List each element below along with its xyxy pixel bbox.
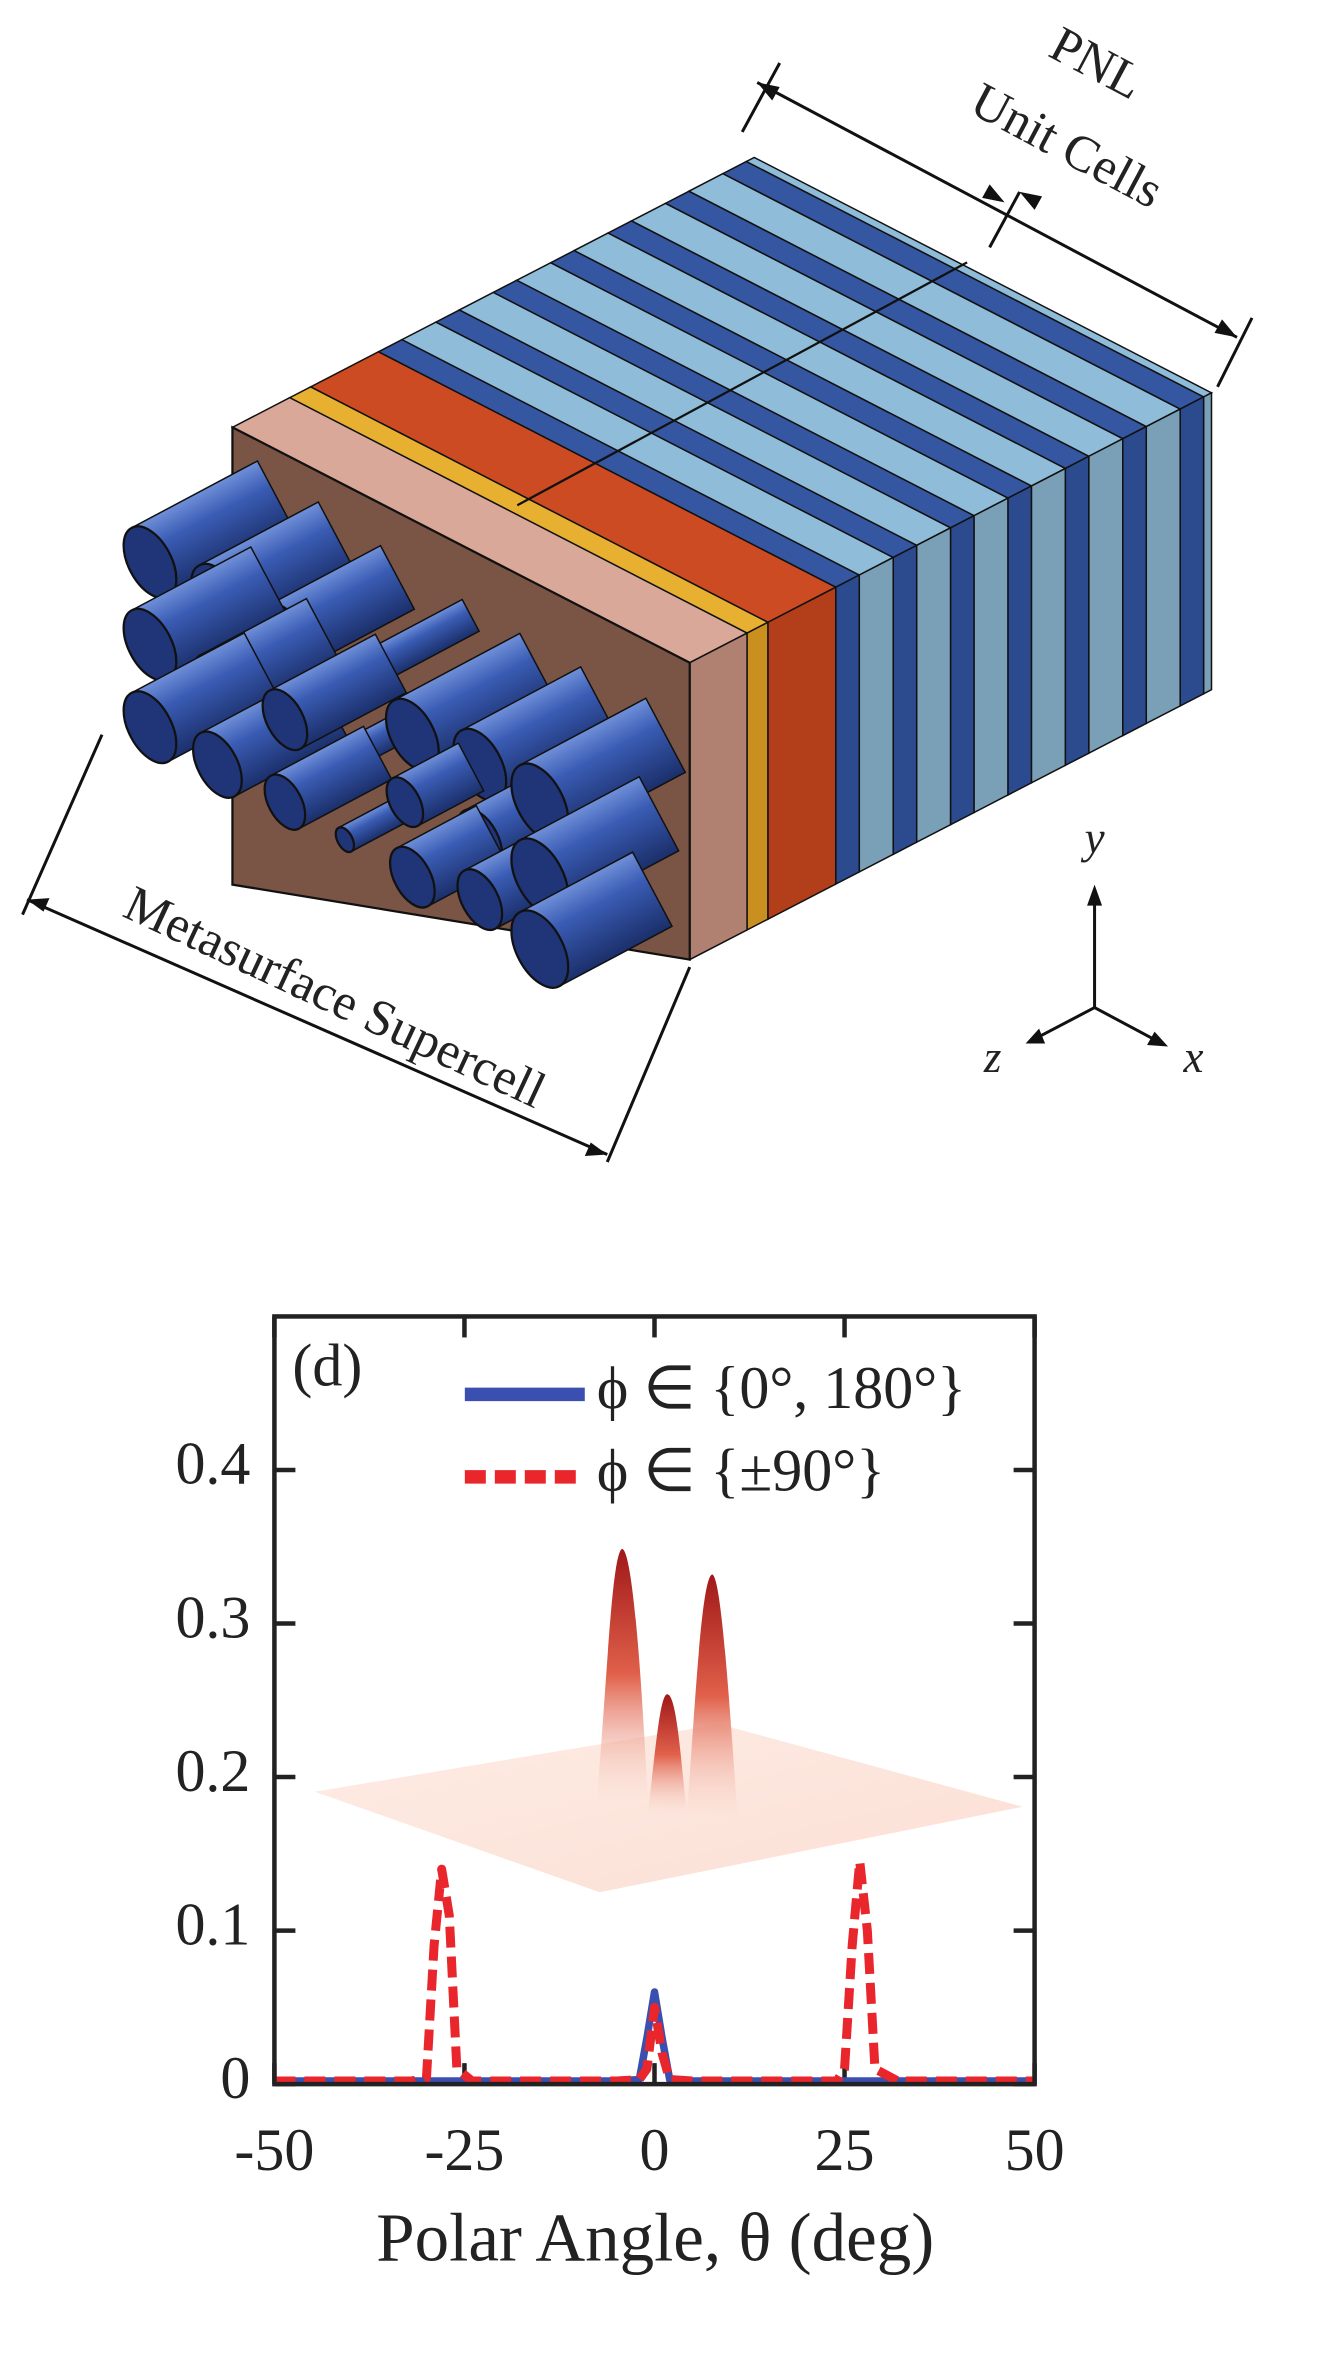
layer-side [1007, 484, 1033, 797]
diagram [122, 156, 1214, 989]
layer-side [1202, 391, 1213, 695]
cell-divider [516, 261, 968, 507]
cylinder-end [263, 773, 307, 831]
layer-side [1064, 455, 1090, 767]
layer-side [858, 556, 894, 874]
series-line [274, 1988, 1035, 2085]
axis-name: y [1081, 813, 1105, 863]
dimension-lines [21, 62, 1254, 1163]
cylinder-end [192, 730, 243, 799]
layer-side [835, 573, 861, 886]
cylinder-end [334, 826, 356, 854]
axis-name: z [983, 1032, 1002, 1082]
layer-side [915, 526, 952, 844]
series-line [274, 1856, 1035, 2086]
legend-label: ϕ ∈ {±90°} [597, 1438, 885, 1504]
legend-label: ϕ ∈ {0°, 180°} [597, 1355, 966, 1421]
y-tick-label: 0.3 [175, 1584, 250, 1650]
cylinder [510, 851, 674, 989]
layer-side [892, 544, 918, 856]
x-tick-label: 0 [640, 2117, 670, 2183]
x-tick-label: -25 [424, 2117, 504, 2183]
x-axis-label: Polar Angle, θ (deg) [376, 2199, 934, 2275]
cylinder-end [388, 845, 436, 909]
x-tick-label: -50 [234, 2117, 314, 2183]
layer-side [949, 514, 975, 826]
cylinder [385, 742, 485, 829]
cylinder-end [456, 868, 504, 932]
cylinder-end [122, 690, 178, 765]
y-tick-label: 0.1 [175, 1891, 250, 1957]
cylinder [388, 804, 509, 909]
x-tick-label: 25 [815, 2117, 875, 2183]
y-tick-label: 0.2 [175, 1738, 250, 1804]
plot-frame [272, 1314, 1037, 2087]
cylinder-end [385, 776, 425, 829]
layer-side [767, 585, 837, 921]
cylinder [122, 631, 282, 765]
layer-side [1030, 467, 1067, 785]
axis-name: x [1183, 1032, 1204, 1082]
layer-side [688, 631, 748, 961]
y-tick-label: 0.4 [175, 1431, 250, 1497]
layer-side [1179, 395, 1205, 708]
cylinder [122, 459, 296, 600]
layer-side [1088, 437, 1124, 755]
cylinder-end [510, 909, 570, 989]
y-tick-label: 0 [220, 2045, 250, 2111]
layer-side [1145, 407, 1181, 725]
axis-arrowheads [27, 82, 1238, 1157]
panel-label: (d) [292, 1333, 362, 1399]
layer-side [746, 621, 769, 932]
cylinder [263, 725, 393, 831]
x-tick-label: 50 [1005, 2117, 1065, 2183]
layer-side [973, 496, 1009, 814]
cylinder [261, 633, 408, 752]
dimension-label: PNL [1041, 16, 1152, 111]
layer-side [1122, 425, 1148, 737]
chart: 0 0.1 0.2 0.3 0.4 -50 -25 0 25 50 ϕ ∈ {0°, 180°} ϕ … [175, 1314, 1065, 2183]
inset-surface [314, 1548, 1023, 1893]
cylinder-end [261, 688, 309, 752]
